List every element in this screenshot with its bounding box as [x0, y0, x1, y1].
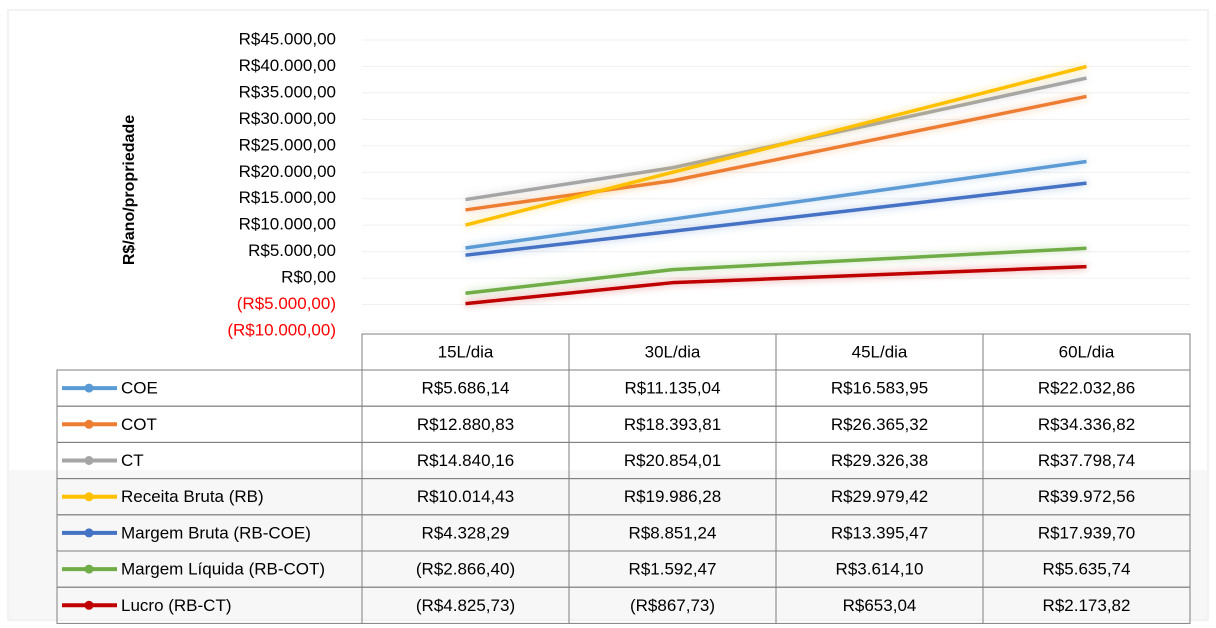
legend-label: COT [121, 415, 157, 434]
table-value: R$3.614,10 [836, 560, 924, 579]
table-value: R$4.328,29 [422, 523, 510, 542]
x-tick-label: 60L/dia [1059, 342, 1115, 361]
legend-label: Lucro (RB-CT) [121, 596, 232, 615]
table-value: R$2.173,82 [1043, 596, 1131, 615]
table-value: (R$2.866,40) [416, 560, 515, 579]
table-value: R$8.851,24 [629, 523, 717, 542]
table-value: R$17.939,70 [1038, 523, 1135, 542]
legend-key-marker [85, 420, 94, 429]
legend-label: Margem Líquida (RB-COT) [121, 560, 325, 579]
x-tick-label: 45L/dia [852, 342, 908, 361]
table-value: R$12.880,83 [417, 415, 514, 434]
table-value: R$20.854,01 [624, 451, 721, 470]
y-tick-label: (R$10.000,00) [227, 320, 336, 339]
table-value: R$39.972,56 [1038, 487, 1135, 506]
legend-label: CT [121, 451, 144, 470]
legend-key-marker [85, 565, 94, 574]
table-value: R$5.635,74 [1043, 560, 1131, 579]
y-tick-label: (R$5.000,00) [237, 294, 336, 313]
table-value: R$22.032,86 [1038, 379, 1135, 398]
table-value: R$37.798,74 [1038, 451, 1135, 470]
legend-key-marker [85, 456, 94, 465]
legend-key-marker [85, 384, 94, 393]
table-value: R$1.592,47 [629, 560, 717, 579]
legend-label: Receita Bruta (RB) [121, 487, 264, 506]
legend-key-marker [85, 601, 94, 610]
x-tick-label: 15L/dia [438, 342, 494, 361]
legend-label: Margem Bruta (RB-COE) [121, 523, 311, 542]
y-tick-label: R$0,00 [281, 268, 336, 287]
table-value: R$5.686,14 [422, 379, 510, 398]
y-tick-label: R$10.000,00 [239, 215, 336, 234]
y-tick-label: R$40.000,00 [239, 56, 336, 75]
x-tick-label: 30L/dia [645, 342, 701, 361]
y-tick-label: R$20.000,00 [239, 162, 336, 181]
y-tick-label: R$35.000,00 [239, 82, 336, 101]
table-value: R$29.326,38 [831, 451, 928, 470]
table-value: R$26.365,32 [831, 415, 928, 434]
y-tick-label: R$45.000,00 [239, 29, 336, 48]
legend-label: COE [121, 379, 158, 398]
y-axis-title: R$/ano/propriedade [121, 115, 138, 265]
y-tick-label: R$5.000,00 [248, 241, 336, 260]
table-value: (R$867,73) [630, 596, 715, 615]
table-value: R$653,04 [843, 596, 917, 615]
table-value: R$13.395,47 [831, 523, 928, 542]
legend-key-marker [85, 492, 94, 501]
table-value: R$10.014,43 [417, 487, 514, 506]
y-tick-label: R$15.000,00 [239, 188, 336, 207]
table-value: R$16.583,95 [831, 379, 928, 398]
table-value: R$19.986,28 [624, 487, 721, 506]
table-value: R$14.840,16 [417, 451, 514, 470]
table-value: R$18.393,81 [624, 415, 721, 434]
table-value: R$34.336,82 [1038, 415, 1135, 434]
table-value: R$29.979,42 [831, 487, 928, 506]
table-value: R$11.135,04 [624, 379, 720, 398]
legend-key-marker [85, 528, 94, 537]
y-tick-label: R$25.000,00 [239, 135, 336, 154]
table-value: (R$4.825,73) [416, 596, 515, 615]
chart: R$/ano/propriedade (R$10.000,00) (R$5.000… [0, 0, 1216, 628]
y-tick-label: R$30.000,00 [239, 109, 336, 128]
